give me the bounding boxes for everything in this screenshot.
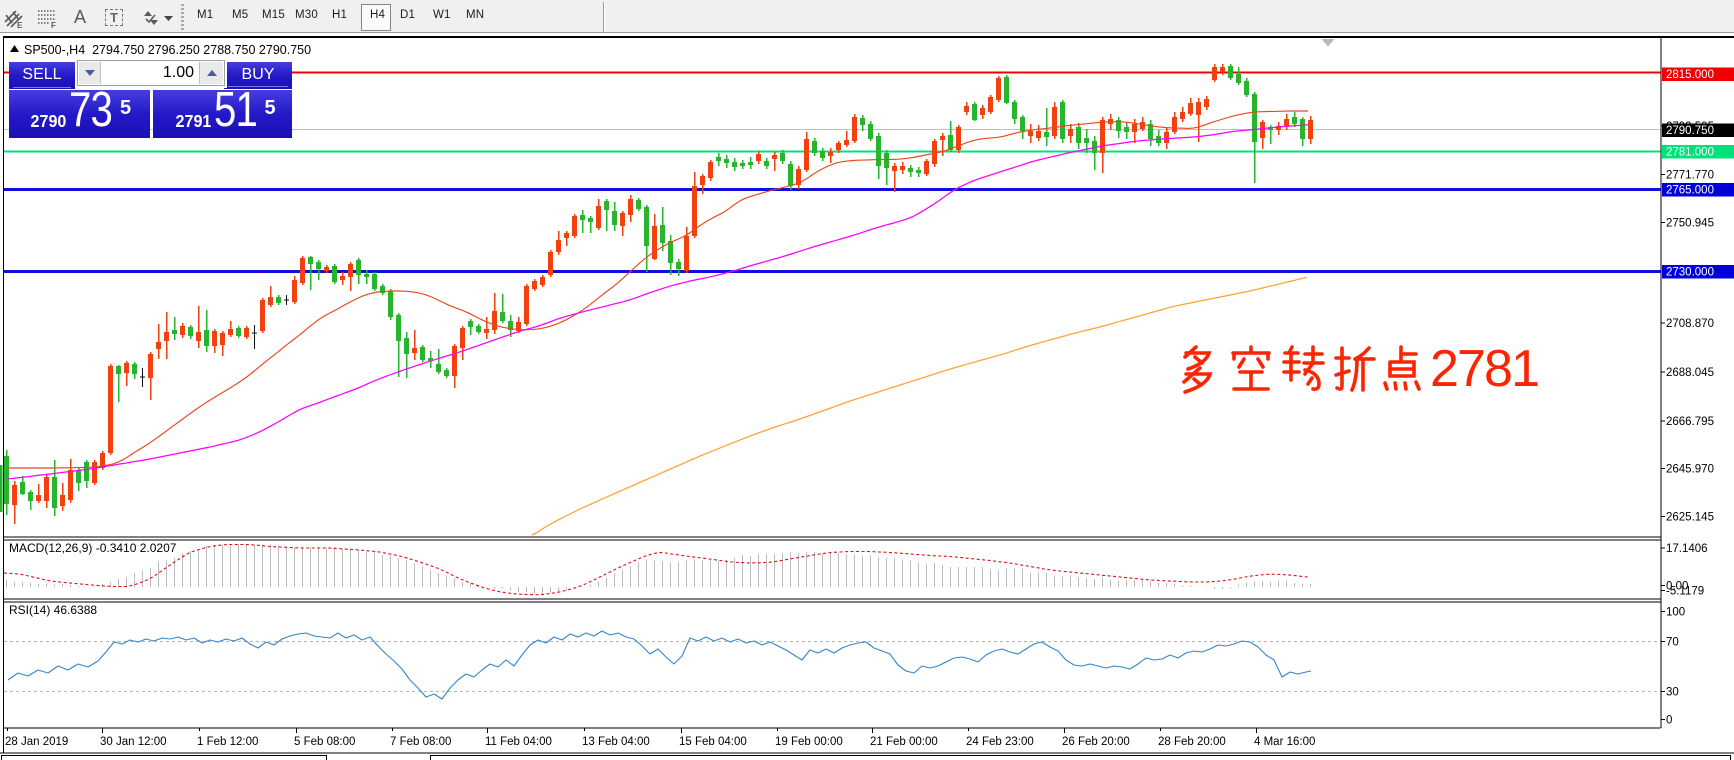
svg-text:19 Feb 00:00: 19 Feb 00:00 <box>775 736 843 748</box>
svg-text:2815.000: 2815.000 <box>1666 69 1714 81</box>
svg-text:1 Feb 12:00: 1 Feb 12:00 <box>197 736 258 748</box>
svg-text:2790.750: 2790.750 <box>1666 125 1714 137</box>
svg-text:21 Feb 00:00: 21 Feb 00:00 <box>870 736 938 748</box>
svg-text:2750.945: 2750.945 <box>1666 218 1714 230</box>
svg-text:11 Feb 04:00: 11 Feb 04:00 <box>485 736 552 748</box>
svg-text:2730.000: 2730.000 <box>1666 267 1714 279</box>
svg-text:E: E <box>17 21 23 29</box>
svg-text:2708.870: 2708.870 <box>1666 318 1714 330</box>
svg-text:28 Feb 20:00: 28 Feb 20:00 <box>1158 736 1226 748</box>
svg-text:MACD(12,26,9) -0.3410 2.0207: MACD(12,26,9) -0.3410 2.0207 <box>9 541 177 555</box>
svg-text:100: 100 <box>1666 607 1685 619</box>
svg-text:15 Feb 04:00: 15 Feb 04:00 <box>679 736 747 748</box>
svg-text:2645.970: 2645.970 <box>1666 463 1714 475</box>
svg-text:2625.145: 2625.145 <box>1666 511 1714 523</box>
svg-text:5 Feb 08:00: 5 Feb 08:00 <box>294 736 355 748</box>
svg-text:30 Jan 12:00: 30 Jan 12:00 <box>100 736 167 748</box>
svg-text:0.00: 0.00 <box>1666 581 1688 593</box>
svg-text:70: 70 <box>1666 637 1679 649</box>
svg-text:13 Feb 04:00: 13 Feb 04:00 <box>582 736 650 748</box>
svg-text:17.1406: 17.1406 <box>1666 543 1708 555</box>
svg-text:4 Mar 16:00: 4 Mar 16:00 <box>1254 736 1315 748</box>
svg-text:-5.1179: -5.1179 <box>1666 586 1704 598</box>
svg-text:26 Feb 20:00: 26 Feb 20:00 <box>1062 736 1130 748</box>
svg-text:RSI(14) 46.6388: RSI(14) 46.6388 <box>9 603 97 617</box>
svg-text:2781: 2781 <box>1430 340 1540 398</box>
svg-text:F: F <box>51 21 56 29</box>
svg-text:0: 0 <box>1666 715 1672 727</box>
svg-text:28 Jan 2019: 28 Jan 2019 <box>5 736 68 748</box>
svg-text:SP500-,H4 2794.750 2796.250 2: SP500-,H4 2794.750 2796.250 2788.750 279… <box>24 43 311 57</box>
svg-text:2666.795: 2666.795 <box>1666 416 1714 428</box>
svg-text:24 Feb 23:00: 24 Feb 23:00 <box>966 736 1034 748</box>
svg-text:2781.000: 2781.000 <box>1666 147 1714 159</box>
svg-text:7 Feb 08:00: 7 Feb 08:00 <box>390 736 451 748</box>
svg-text:2765.000: 2765.000 <box>1666 185 1714 197</box>
svg-text:30: 30 <box>1666 686 1679 698</box>
svg-text:2688.045: 2688.045 <box>1666 367 1714 379</box>
svg-text:2771.770: 2771.770 <box>1666 170 1714 182</box>
